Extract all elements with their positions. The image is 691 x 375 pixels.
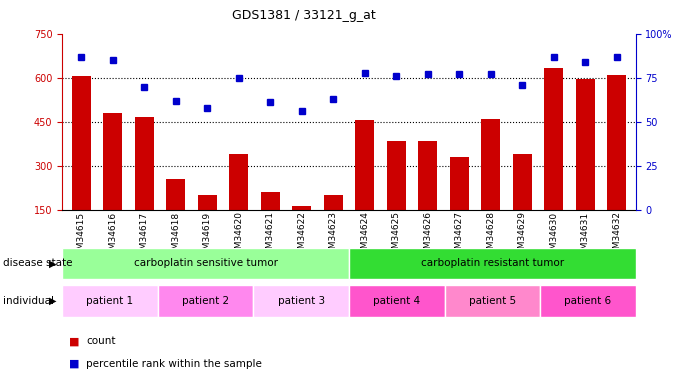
Bar xyxy=(513,154,532,254)
Text: GDS1381 / 33121_g_at: GDS1381 / 33121_g_at xyxy=(232,9,376,22)
Text: patient 5: patient 5 xyxy=(468,296,516,306)
Bar xyxy=(158,285,254,317)
Bar xyxy=(545,68,563,254)
Text: disease state: disease state xyxy=(3,258,73,268)
Text: patient 2: patient 2 xyxy=(182,296,229,306)
Bar xyxy=(62,248,349,279)
Bar xyxy=(355,120,374,254)
Bar xyxy=(198,195,216,254)
Bar xyxy=(103,113,122,254)
Bar xyxy=(349,285,444,317)
Text: ■: ■ xyxy=(69,359,79,369)
Text: patient 6: patient 6 xyxy=(565,296,612,306)
Text: count: count xyxy=(86,336,116,346)
Bar xyxy=(166,179,185,254)
Bar xyxy=(349,248,636,279)
Text: ▶: ▶ xyxy=(49,258,57,268)
Text: patient 1: patient 1 xyxy=(86,296,133,306)
Text: ■: ■ xyxy=(69,336,79,346)
Bar xyxy=(72,76,91,254)
Bar xyxy=(135,117,153,254)
Bar xyxy=(576,79,595,254)
Text: patient 4: patient 4 xyxy=(373,296,420,306)
Text: individual: individual xyxy=(3,296,55,306)
Text: carboplatin sensitive tumor: carboplatin sensitive tumor xyxy=(133,258,278,268)
Bar xyxy=(450,157,468,254)
Bar xyxy=(324,195,343,254)
Bar xyxy=(261,192,280,254)
Text: percentile rank within the sample: percentile rank within the sample xyxy=(86,359,263,369)
Bar xyxy=(292,206,311,254)
Text: patient 3: patient 3 xyxy=(278,296,325,306)
Bar xyxy=(540,285,636,317)
Text: ▶: ▶ xyxy=(49,296,57,306)
Bar xyxy=(607,75,626,254)
Bar xyxy=(482,119,500,254)
Bar xyxy=(444,285,540,317)
Bar xyxy=(229,154,248,254)
Bar xyxy=(418,141,437,254)
Bar xyxy=(254,285,349,317)
Bar xyxy=(387,141,406,254)
Text: carboplatin resistant tumor: carboplatin resistant tumor xyxy=(421,258,564,268)
Bar xyxy=(62,285,158,317)
